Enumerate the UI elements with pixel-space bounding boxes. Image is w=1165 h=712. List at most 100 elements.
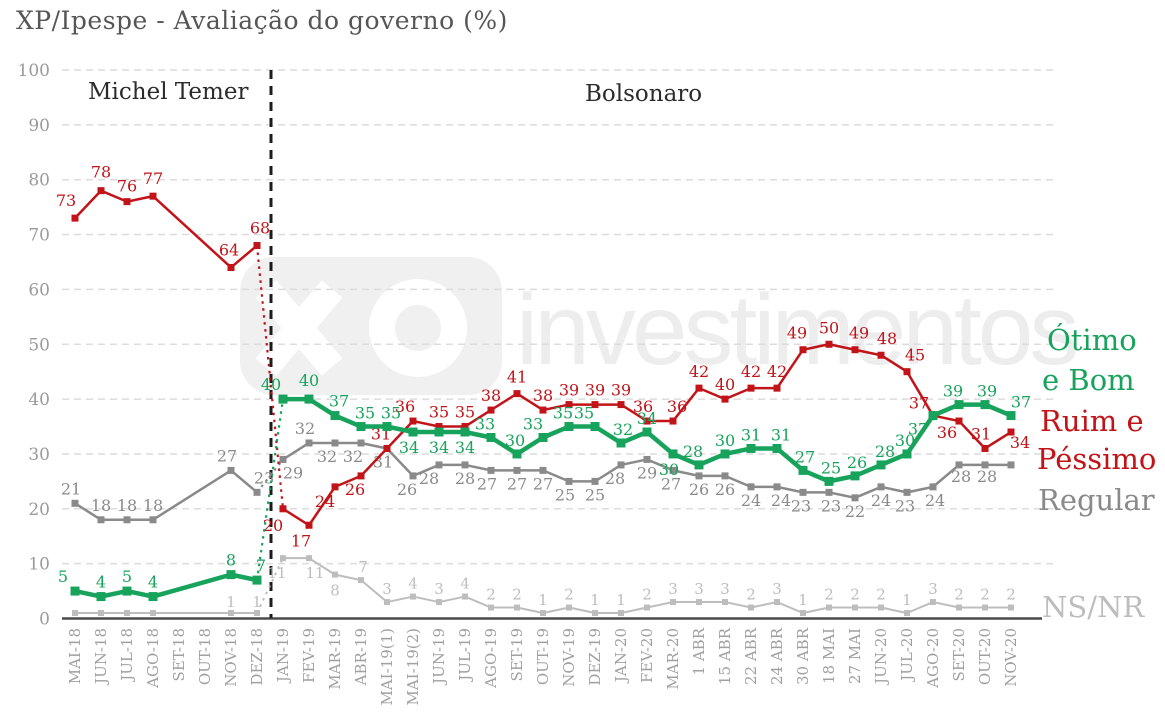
data-point-label: 2 [746,586,756,604]
data-point-label: 29 [283,463,303,482]
y-axis: 0 10 20 30 40 50 60 70 80 90 100 [18,61,1058,630]
data-point-marker [955,417,963,425]
watermark-text: investimentos [516,274,1076,386]
data-point-marker [149,516,157,524]
data-point-label: 24 [315,492,335,511]
data-point-label: 35 [574,404,594,423]
data-point-label: 42 [741,362,761,381]
data-point-marker [305,439,313,447]
data-point-marker [71,214,79,222]
data-point-marker [799,346,807,354]
data-point-label: 30 [505,431,525,450]
x-tick-label: SET-20 [950,628,968,681]
data-point-label: 8 [226,551,236,570]
data-point-label: 4 [460,575,470,593]
x-tick-label: JUN-20 [872,628,890,686]
data-point-marker [123,198,131,206]
x-tick-label: SET-19 [508,628,526,681]
data-point-label: 23 [791,496,811,515]
x-tick-label: JUL-18 [118,628,136,683]
data-point-marker [564,422,574,432]
data-point-marker [903,368,911,376]
x-tick-label: 30 ABR [794,627,812,685]
data-point-label: 34 [399,438,419,457]
x-tick-label: MAR-19 [326,628,344,690]
x-tick-label: NOV-20 [1002,628,1020,687]
data-point-label: 3 [434,580,444,598]
data-point-label: 36 [633,397,653,416]
series-segment [672,469,700,478]
data-point-marker [616,438,626,448]
data-point-marker [668,449,678,459]
series-segment [386,595,414,604]
data-point-marker [642,427,652,437]
data-point-label: 49 [849,324,869,343]
series-segment [334,573,362,582]
series-segment [74,502,102,521]
data-point-label: 32 [343,447,363,466]
y-tick-label: 60 [28,280,50,300]
data-point-marker [383,444,391,452]
data-point-marker [148,592,158,602]
data-point-label: 36 [395,397,415,416]
data-point-label: 7 [256,556,266,575]
x-tick-label: OUT-19 [534,628,552,685]
legend-otimo-e-bom-line1: Ótimo [1047,323,1137,357]
x-tick-label: MAI-19(2) [404,628,422,706]
data-point-label: 18 [143,496,163,515]
data-point-marker [618,610,624,617]
data-point-marker [513,390,521,398]
data-point-marker [72,610,78,617]
data-point-label: 39 [559,381,579,400]
legend-regular: Regular [1038,483,1155,517]
data-point-label: 26 [715,480,735,499]
data-point-label: 41 [507,368,527,387]
data-point-label: 3 [694,580,704,598]
xp-logo-x-glyph [255,280,343,376]
legend-otimo-e-bom-line2: e Bom [1042,363,1135,397]
data-point-marker [774,599,780,606]
data-point-marker [747,483,755,491]
data-point-marker [954,400,964,410]
data-point-marker [513,466,521,474]
data-point-marker [98,610,104,617]
data-point-marker [486,432,496,442]
data-point-marker [382,422,392,432]
data-point-marker [409,417,417,425]
data-point-marker [279,505,287,513]
y-tick-label: 40 [28,390,50,410]
data-point-marker [280,555,286,562]
data-point-marker [331,483,339,491]
data-point-label: 1 [616,591,626,609]
data-point-marker [746,443,756,453]
data-point-label: 30 [895,431,915,450]
data-point-marker [695,472,703,480]
series-segment [880,606,908,614]
series-segment [152,195,232,269]
data-point-marker [824,476,834,486]
legend-ruim-e-pessimo-line1: Ruim e [1040,404,1144,438]
series-segment [542,403,570,412]
data-point-marker [800,610,806,617]
data-point-marker [955,461,963,469]
data-point-label: 4 [96,573,106,592]
data-point-label: 23 [254,468,274,487]
data-point-label: 39 [585,381,605,400]
data-point-marker [150,610,156,617]
x-tick-label: AGO-20 [924,628,942,689]
series-segment [334,474,362,489]
y-tick-label: 50 [28,335,50,355]
x-tick-label: 22 ABR [742,627,760,685]
data-point-label: 39 [943,382,963,401]
data-point-label: 27 [795,447,815,466]
data-point-marker [306,555,312,562]
data-point-label: 64 [219,240,239,259]
data-point-marker [825,488,833,496]
series-segment [412,419,440,428]
x-tick-label: MAI-19(1) [378,628,396,706]
series-segment [776,485,804,494]
data-point-label: 8 [330,582,340,600]
data-point-label: 2 [980,586,990,604]
